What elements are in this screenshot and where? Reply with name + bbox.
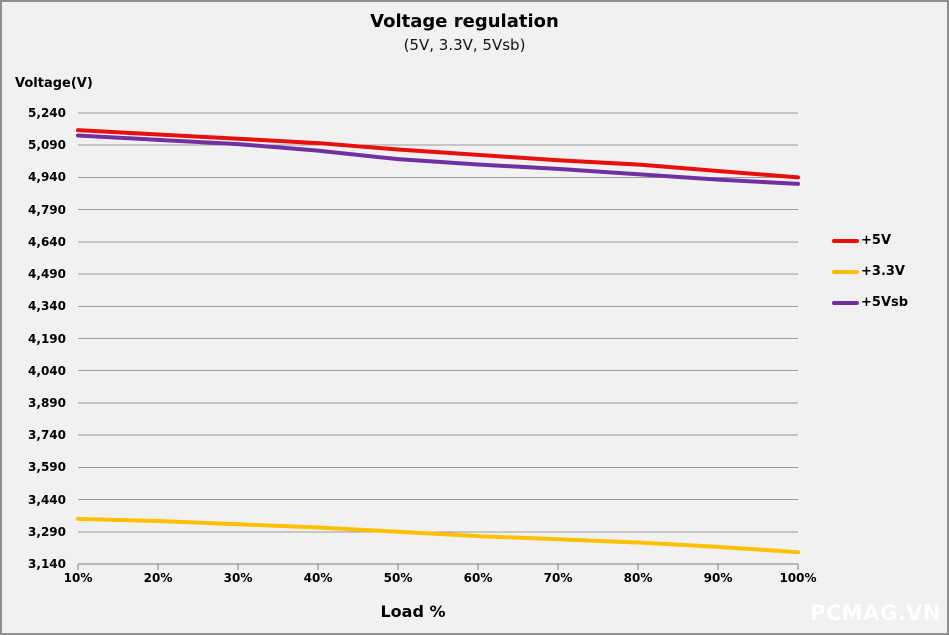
y-tick-label: 4,340 xyxy=(28,299,66,314)
x-tick-label: 70% xyxy=(543,571,573,585)
legend-line-swatch xyxy=(832,270,859,274)
legend-label: +3.3V xyxy=(861,264,905,279)
y-tick-label: 4,640 xyxy=(28,234,66,249)
chart-subtitle: (5V, 3.3V, 5Vsb) xyxy=(403,36,526,54)
y-tick-label: 5,240 xyxy=(28,106,66,120)
x-tick-label: 80% xyxy=(623,571,653,585)
y-tick-label: 4,490 xyxy=(28,267,66,282)
x-tick-label: 90% xyxy=(703,571,733,585)
series-line-5vsb xyxy=(76,133,800,186)
legend-item-5v: +5V xyxy=(832,233,908,249)
y-axis-title: Voltage(V) xyxy=(15,76,93,91)
y-tick-label: 3,590 xyxy=(28,460,66,475)
series-line-33v xyxy=(76,516,800,555)
legend-label: +5Vsb xyxy=(861,295,909,310)
y-tick-label: 4,940 xyxy=(28,170,66,185)
legend-line-swatch xyxy=(832,301,859,305)
x-tick-label: 20% xyxy=(143,571,173,585)
x-axis-title: Load % xyxy=(380,602,446,621)
watermark-pcmag-vn: PCMAG.VN xyxy=(810,601,941,625)
x-tick-label: 30% xyxy=(223,571,253,585)
y-tick-label: 4,040 xyxy=(28,363,66,378)
y-tick-label: 3,890 xyxy=(28,395,66,410)
y-tick-label: 3,290 xyxy=(28,524,66,539)
chart-title: Voltage regulation xyxy=(370,11,559,32)
x-tick-label: 100% xyxy=(779,571,817,585)
legend-line-swatch xyxy=(832,239,859,243)
legend-label: +5V xyxy=(861,233,891,248)
series-line-5v xyxy=(76,128,800,180)
x-tick-label: 50% xyxy=(383,571,413,585)
x-tick-label: 60% xyxy=(463,571,493,585)
y-tick-label: 3,740 xyxy=(28,428,66,443)
y-tick-label: 4,190 xyxy=(28,331,66,346)
y-tick-label: 4,790 xyxy=(28,202,66,217)
legend-item-33v: +3.3V xyxy=(832,264,908,280)
legend-item-5vsb: +5Vsb xyxy=(832,295,908,311)
y-tick-label: 5,090 xyxy=(28,138,66,153)
x-tick-label: 10% xyxy=(63,571,93,585)
y-tick-label: 3,140 xyxy=(28,557,66,571)
legend: +5V +3.3V +5Vsb xyxy=(832,233,908,311)
plot-area xyxy=(76,112,800,570)
y-tick-label: 3,440 xyxy=(28,492,66,507)
x-tick-label: 40% xyxy=(303,571,333,585)
